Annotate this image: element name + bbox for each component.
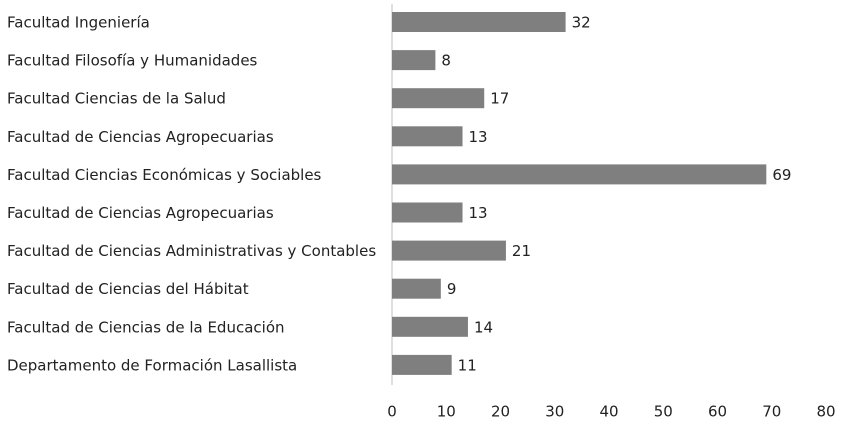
x-tick-label: 70: [762, 403, 781, 421]
y-tick-label: Facultad de Ciencias Agropecuarias: [7, 204, 274, 222]
data-label: 69: [772, 166, 791, 184]
x-tick-label: 80: [816, 403, 835, 421]
bar: [392, 12, 566, 32]
bar: [392, 164, 767, 185]
data-label: 13: [469, 204, 488, 222]
y-tick-label: Facultad Filosofía y Humanidades: [7, 52, 258, 70]
bar: [392, 316, 468, 337]
bar: [392, 240, 506, 261]
data-label: 11: [458, 356, 477, 374]
data-label: 8: [441, 52, 451, 70]
x-tick-label: 50: [654, 403, 673, 421]
y-tick-label: Facultad de Ciencias del Hábitat: [7, 280, 249, 298]
y-tick-label: Departamento de Formación Lasallista: [7, 356, 297, 374]
y-tick-label: Facultad Ciencias Económicas y Sociables: [7, 166, 322, 184]
y-tick-label: Facultad Ingeniería: [7, 14, 150, 32]
x-tick-label: 30: [545, 403, 564, 421]
x-tick-label: 10: [437, 403, 456, 421]
bar: [392, 202, 463, 223]
bar: [392, 126, 463, 147]
y-tick-label: Facultad de Ciencias Agropecuarias: [7, 128, 274, 146]
data-label: 14: [474, 318, 493, 336]
x-tick-label: 40: [599, 403, 618, 421]
x-tick-label: 20: [491, 403, 510, 421]
data-label: 9: [447, 280, 457, 298]
x-tick-label: 60: [708, 403, 727, 421]
bar: [392, 88, 485, 109]
y-tick-label: Facultad de Ciencias de la Educación: [7, 318, 285, 336]
y-tick-label: Facultad Ciencias de la Salud: [7, 90, 226, 108]
bar: [392, 50, 436, 71]
data-label: 13: [469, 128, 488, 146]
x-tick-label: 0: [387, 403, 397, 421]
data-label: 17: [490, 90, 509, 108]
bar: [392, 278, 441, 299]
data-label: 21: [512, 242, 531, 260]
data-label: 32: [572, 14, 591, 32]
bar: [392, 354, 452, 375]
y-tick-label: Facultad de Ciencias Administrativas y C…: [7, 242, 376, 260]
